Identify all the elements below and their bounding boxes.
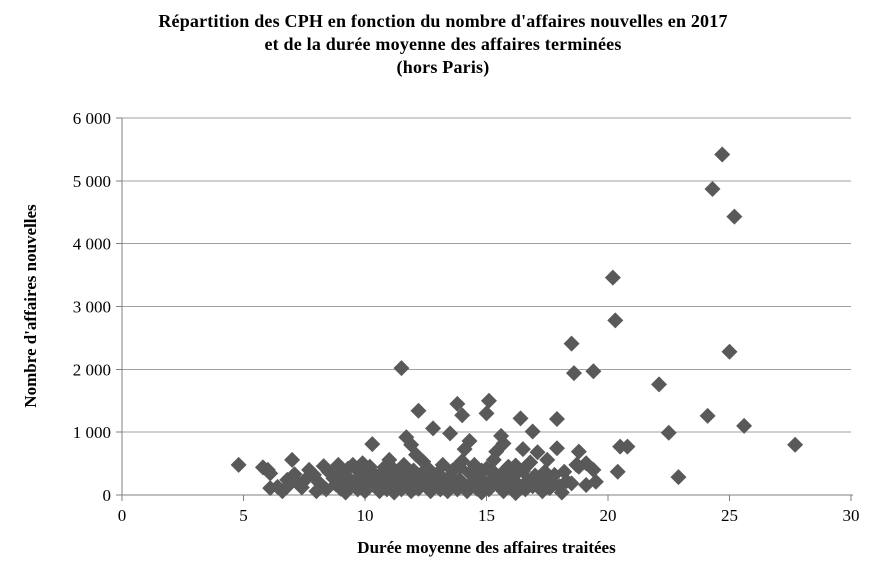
data-point (524, 423, 541, 440)
y-tick-label: 6 000 (73, 109, 111, 128)
data-point (558, 473, 575, 490)
data-point (736, 417, 753, 434)
data-point (274, 483, 291, 500)
data-point (787, 436, 804, 453)
data-point (383, 459, 400, 476)
data-point (361, 458, 378, 475)
data-point (434, 471, 451, 488)
chart-title: Répartition des CPH en fonction du nombr… (0, 10, 886, 79)
data-point (286, 466, 303, 483)
data-point (548, 440, 565, 457)
data-point (456, 441, 473, 458)
x-tick-label: 30 (843, 506, 860, 525)
data-point (483, 461, 500, 478)
data-point (604, 269, 621, 286)
chart-title-line-1: Répartition des CPH en fonction du nombr… (158, 11, 728, 31)
y-tick-label: 3 000 (73, 298, 111, 317)
data-point (585, 363, 602, 380)
data-point (388, 471, 405, 488)
chart-title-line-2: et de la durée moyenne des affaires term… (264, 34, 622, 54)
data-point (284, 451, 301, 468)
data-point (619, 438, 636, 455)
data-point (293, 479, 310, 496)
y-tick-label: 5 000 (73, 172, 111, 191)
data-point (357, 483, 373, 500)
data-point (607, 312, 624, 329)
data-point (449, 395, 466, 412)
data-point (262, 480, 279, 497)
data-point (425, 420, 442, 437)
x-axis-title: Durée moyenne des affaires traitées (357, 538, 616, 557)
data-point (230, 456, 247, 473)
x-tick-label: 5 (239, 506, 248, 525)
data-point (405, 462, 422, 479)
x-tick-label: 0 (118, 506, 127, 525)
data-point (262, 465, 279, 482)
x-tick-label: 20 (600, 506, 617, 525)
data-point (699, 407, 716, 424)
x-tick-label: 15 (478, 506, 495, 525)
y-tick-label: 4 000 (73, 235, 111, 254)
data-point (544, 474, 561, 491)
y-axis-title: Nombre d'affaires nouvelles (21, 204, 40, 408)
data-point (563, 335, 580, 352)
data-point (473, 462, 490, 479)
data-point (442, 425, 459, 442)
data-point (660, 424, 677, 441)
data-point (514, 441, 531, 458)
data-point (565, 365, 582, 382)
data-point (420, 477, 437, 494)
data-point (548, 410, 565, 427)
data-point (512, 410, 529, 427)
x-tick-label: 25 (721, 506, 738, 525)
data-point (704, 181, 721, 198)
data-point (330, 474, 347, 491)
y-tick-label: 2 000 (73, 360, 111, 379)
data-point (507, 457, 524, 474)
data-point (670, 469, 687, 486)
data-point (570, 443, 587, 460)
data-point (410, 402, 427, 419)
chart-title-line-3: (hors Paris) (396, 57, 490, 77)
data-point (339, 460, 356, 477)
data-point (714, 146, 731, 163)
data-point (578, 476, 595, 493)
data-point (721, 343, 738, 360)
data-point (726, 208, 743, 225)
data-point (500, 471, 517, 488)
y-tick-label: 0 (103, 486, 112, 505)
data-point (570, 458, 587, 475)
data-point (609, 463, 626, 480)
data-point (451, 459, 468, 476)
data-point (553, 484, 570, 501)
data-point (529, 444, 546, 461)
y-tick-label: 1 000 (73, 423, 111, 442)
x-tick-label: 10 (357, 506, 374, 525)
data-point (539, 451, 556, 468)
data-point (585, 461, 602, 478)
data-point (364, 436, 381, 453)
data-point (478, 405, 495, 422)
data-point (651, 376, 668, 393)
data-point (480, 392, 497, 409)
data-point (454, 407, 471, 424)
data-point (393, 360, 410, 377)
